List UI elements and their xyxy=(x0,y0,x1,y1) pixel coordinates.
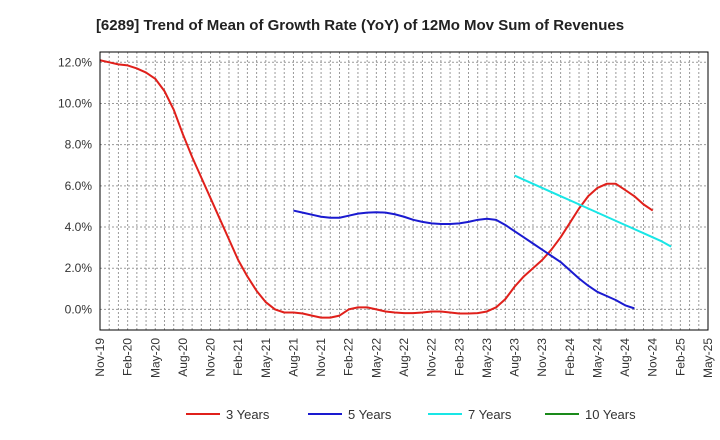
legend-label: 3 Years xyxy=(226,407,270,422)
x-tick-label: May-24 xyxy=(590,338,604,378)
gridlines xyxy=(99,52,709,330)
x-tick-label: Feb-24 xyxy=(563,338,577,376)
x-tick-label: May-21 xyxy=(259,338,273,378)
x-tick-label: Aug-23 xyxy=(508,338,522,377)
y-tick-label: 8.0% xyxy=(65,138,93,152)
y-axis-ticks: 0.0% 2.0% 4.0% 6.0% 8.0% 10.0% 12.0% xyxy=(58,55,92,316)
x-tick-label: Nov-20 xyxy=(204,338,218,377)
legend-label: 10 Years xyxy=(585,407,636,422)
legend-label: 7 Years xyxy=(468,407,512,422)
x-tick-label: Feb-23 xyxy=(452,338,466,376)
series-line-3-years xyxy=(99,59,654,319)
x-axis-ticks: Nov-19 Feb-20 May-20 Aug-20 Nov-20 Feb-21 May-… xyxy=(93,338,715,378)
x-tick-label: Aug-20 xyxy=(176,338,190,377)
x-tick-label: Feb-21 xyxy=(231,338,245,376)
x-tick-label: Nov-22 xyxy=(425,338,439,377)
x-tick-label: Nov-24 xyxy=(646,338,660,377)
x-tick-label: Nov-19 xyxy=(93,338,107,377)
legend: 3 Years 5 Years 7 Years 10 Years xyxy=(186,407,636,422)
x-tick-label: Aug-24 xyxy=(618,338,632,377)
y-tick-label: 6.0% xyxy=(65,179,93,193)
x-tick-label: Feb-25 xyxy=(673,338,687,376)
x-tick-label: Aug-22 xyxy=(397,338,411,377)
x-tick-label: Feb-20 xyxy=(121,338,135,376)
legend-label: 5 Years xyxy=(348,407,392,422)
series-line-7-years xyxy=(514,174,672,248)
y-tick-label: 10.0% xyxy=(58,96,92,110)
x-tick-label: Nov-23 xyxy=(535,338,549,377)
chart-title: [6289] Trend of Mean of Growth Rate (YoY… xyxy=(96,17,624,34)
x-tick-label: Aug-21 xyxy=(286,338,300,377)
y-tick-label: 0.0% xyxy=(65,302,93,316)
x-tick-label: May-20 xyxy=(148,338,162,378)
y-tick-label: 12.0% xyxy=(58,55,92,69)
x-tick-label: May-22 xyxy=(369,338,383,378)
x-tick-label: May-23 xyxy=(480,338,494,378)
x-tick-label: Nov-21 xyxy=(314,338,328,377)
series-line-5-years xyxy=(293,209,635,310)
y-tick-label: 4.0% xyxy=(65,220,93,234)
series-lines xyxy=(99,59,672,319)
x-tick-label: Feb-22 xyxy=(342,338,356,376)
y-tick-label: 2.0% xyxy=(65,261,93,275)
plot-frame xyxy=(99,51,709,331)
x-tick-label: May-25 xyxy=(701,338,715,378)
